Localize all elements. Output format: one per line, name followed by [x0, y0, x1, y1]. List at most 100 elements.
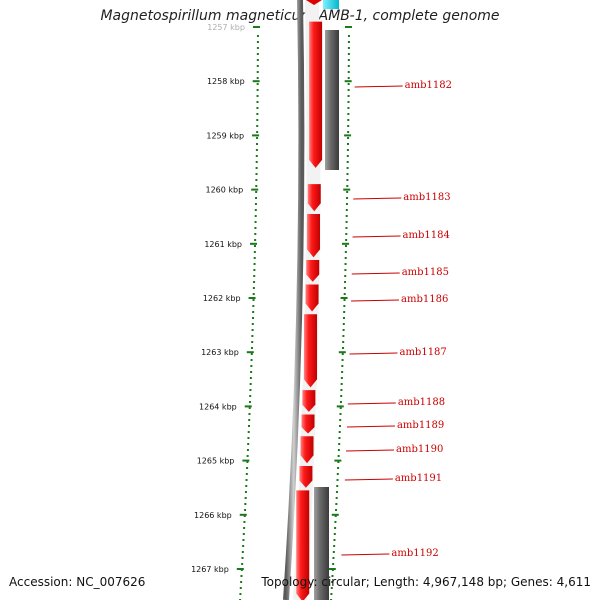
- ruler-dot: [247, 431, 250, 433]
- tick-mark-right: [331, 513, 339, 516]
- ruler-dot: [336, 479, 339, 481]
- ruler-dot: [342, 329, 345, 331]
- ruler-dot: [253, 263, 256, 265]
- ruler-dot: [240, 575, 243, 577]
- ruler-dot: [345, 209, 348, 211]
- ruler-dot: [338, 437, 341, 439]
- ruler-dot: [251, 341, 254, 343]
- ruler-dot: [255, 161, 258, 163]
- ruler-dot: [254, 239, 257, 241]
- gene-arrow-amb1186[interactable]: [305, 284, 319, 312]
- ruler-dot: [248, 419, 251, 421]
- gene-label-amb1192[interactable]: amb1192: [391, 548, 438, 559]
- gene-arrow-amb1191[interactable]: [299, 466, 313, 488]
- gene-arrow-amb1189[interactable]: [301, 414, 315, 434]
- ruler-dot: [342, 323, 345, 325]
- tick-label: 1266 kbp: [194, 511, 232, 520]
- gene-label-amb1187[interactable]: amb1187: [399, 347, 446, 358]
- gene-features: [296, 21, 323, 600]
- gene-label-amb1191[interactable]: amb1191: [395, 473, 442, 484]
- ruler-dot: [244, 497, 247, 499]
- ruler-dot: [250, 359, 253, 361]
- ruler-dot: [255, 185, 258, 187]
- ruler-dot: [345, 227, 348, 229]
- tick-mark-left: [251, 188, 259, 191]
- ruler-dot: [347, 119, 350, 121]
- ruler-dot: [256, 89, 259, 91]
- tick-mark-right: [340, 297, 348, 299]
- gene-leader-line: [351, 272, 400, 275]
- ruler-dot: [341, 371, 344, 373]
- ruler-dot: [244, 491, 247, 493]
- ruler-dot: [248, 401, 251, 403]
- ruler-dot: [256, 41, 259, 43]
- ruler-dot: [252, 311, 255, 313]
- ruler-dot: [239, 593, 242, 595]
- ruler-dot: [347, 71, 350, 73]
- ruler-dot: [339, 407, 342, 409]
- gene-label-amb1185[interactable]: amb1185: [402, 267, 449, 278]
- ruler-dot: [332, 557, 335, 559]
- ruler-dot: [341, 359, 344, 361]
- gray-feature-bottom: [314, 487, 329, 600]
- gene-label-amb1182[interactable]: amb1182: [405, 80, 452, 91]
- ruler-dot: [243, 527, 246, 529]
- ruler-dot: [255, 167, 258, 169]
- ruler-dot: [337, 461, 340, 463]
- ruler-dot: [345, 203, 348, 205]
- gene-arrow-amb1192[interactable]: [296, 490, 310, 600]
- gene-arrow-amb1185[interactable]: [306, 260, 320, 282]
- ruler-dot: [249, 377, 252, 379]
- gene-arrow-amb1188[interactable]: [302, 390, 316, 412]
- ruler-dot: [345, 221, 348, 223]
- ruler-dot: [339, 419, 342, 421]
- ruler-dot: [256, 71, 259, 73]
- gene-arrow-amb1190[interactable]: [300, 436, 314, 464]
- ruler-dot: [254, 227, 257, 229]
- ruler-dot: [346, 197, 349, 199]
- ruler-dot: [345, 239, 348, 241]
- gene-arrow-amb1184[interactable]: [307, 213, 321, 258]
- gene-label-amb1190[interactable]: amb1190: [396, 444, 443, 455]
- ruler-dot: [256, 59, 259, 61]
- gene-arrow-amb1187[interactable]: [304, 314, 318, 388]
- ruler-dot: [246, 467, 249, 469]
- gene-label-amb1183[interactable]: amb1183: [403, 192, 450, 203]
- ruler-dot: [340, 383, 343, 385]
- ruler-dot: [347, 113, 350, 115]
- gene-label-amb1188[interactable]: amb1188: [398, 397, 445, 408]
- tick-label: 1258 kbp: [207, 77, 245, 86]
- ruler-dot: [244, 503, 247, 505]
- ruler-dot: [347, 65, 350, 67]
- ruler-dot: [256, 35, 259, 37]
- tick-label: 1261 kbp: [204, 240, 242, 249]
- ruler-dot: [330, 593, 333, 595]
- gene-arrow-amb1183[interactable]: [307, 184, 321, 212]
- genome-backbone: [283, 0, 305, 600]
- ruler-dot: [346, 161, 349, 163]
- gene-label-amb1189[interactable]: amb1189: [397, 420, 444, 431]
- ruler-dot: [251, 329, 254, 331]
- gene-label-amb1184[interactable]: amb1184: [403, 230, 450, 241]
- ruler-dot: [256, 137, 259, 139]
- gene-label-amb1186[interactable]: amb1186: [401, 294, 448, 305]
- tick-mark-right: [338, 351, 346, 354]
- ruler-dot: [247, 425, 250, 427]
- ruler-dot: [253, 251, 256, 253]
- ruler-dot: [346, 173, 349, 175]
- ruler-dot: [347, 137, 350, 139]
- ruler-dot: [347, 83, 350, 85]
- ruler-dot: [255, 173, 258, 175]
- ruler-dot: [334, 521, 337, 523]
- ruler-dot: [335, 491, 338, 493]
- gene-leader-line: [347, 402, 396, 405]
- ruler-dot: [254, 215, 257, 217]
- ruler-dot: [336, 485, 339, 487]
- ruler-dot: [253, 269, 256, 271]
- gene-arrow-amb1182[interactable]: [309, 21, 323, 168]
- gene-leader-line: [353, 197, 402, 200]
- ruler-dot: [252, 305, 255, 307]
- ruler-dot: [245, 485, 248, 487]
